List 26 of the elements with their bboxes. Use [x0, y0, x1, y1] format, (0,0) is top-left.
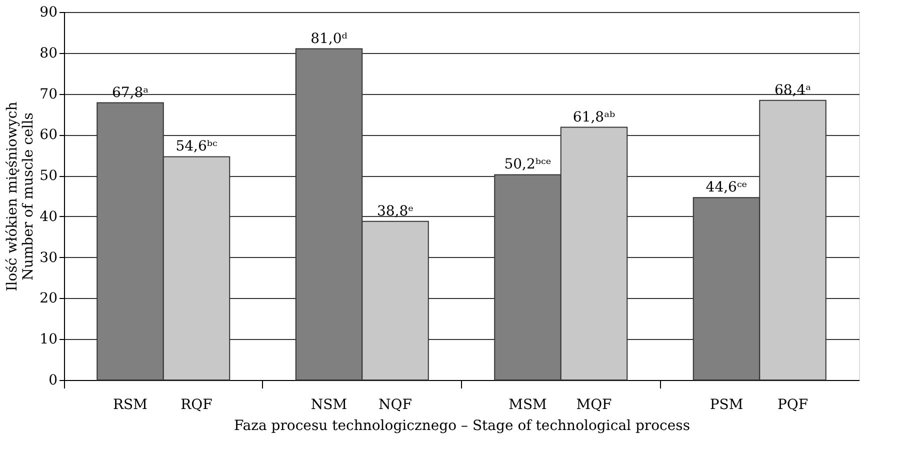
x-tick-label: NQF — [378, 397, 412, 413]
y-tick-label: 70 — [40, 86, 58, 102]
data-label: 50,2ᵇᶜᵉ — [504, 156, 552, 173]
data-label: 61,8ᵃᵇ — [572, 109, 616, 126]
x-tick-label: MQF — [576, 397, 612, 413]
x-tick-label: PQF — [777, 397, 808, 413]
x-tick-label: NSM — [310, 397, 348, 413]
data-label: 54,6ᵇᶜ — [176, 138, 218, 155]
x-tick-label: RSM — [113, 397, 148, 413]
y-tick-label: 0 — [48, 372, 58, 388]
y-tick-label: 10 — [40, 332, 58, 348]
x-tick-label: RQF — [180, 397, 213, 413]
y-tick-label: 80 — [40, 45, 58, 62]
y-axis-title: Ilość włókien mięśniowych Number of muscle cells — [4, 102, 37, 292]
y-tick-label: 30 — [40, 250, 58, 266]
y-tick-label: 50 — [40, 168, 58, 184]
data-label: 81,0ᵈ — [310, 30, 348, 47]
data-label: 44,6ᶜᵉ — [706, 180, 748, 196]
y-tick-label: 90 — [40, 4, 58, 20]
y-tick-label: 60 — [40, 127, 58, 144]
y-tick-label: 20 — [40, 290, 58, 307]
data-label: 38,8ᵉ — [376, 203, 414, 220]
y-tick-label: 40 — [40, 208, 58, 225]
x-axis-title: Faza procesu technologicznego – Stage of technological process — [234, 418, 690, 434]
x-tick-label: MSM — [508, 397, 547, 413]
x-tick-label: PSM — [710, 397, 744, 413]
